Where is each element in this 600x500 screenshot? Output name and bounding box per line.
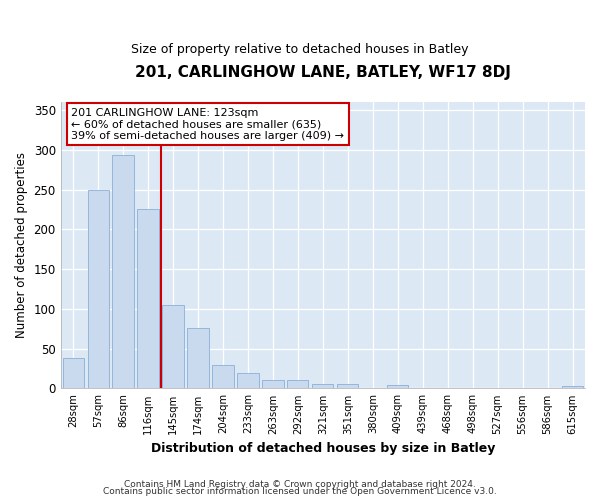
Title: 201, CARLINGHOW LANE, BATLEY, WF17 8DJ: 201, CARLINGHOW LANE, BATLEY, WF17 8DJ <box>135 65 511 80</box>
Bar <box>562 386 583 388</box>
Bar <box>337 384 358 388</box>
Bar <box>112 156 134 388</box>
X-axis label: Distribution of detached houses by size in Batley: Distribution of detached houses by size … <box>151 442 495 455</box>
Bar <box>238 374 259 388</box>
Bar <box>262 380 284 388</box>
Bar <box>137 208 158 388</box>
Text: Contains public sector information licensed under the Open Government Licence v3: Contains public sector information licen… <box>103 488 497 496</box>
Y-axis label: Number of detached properties: Number of detached properties <box>15 152 28 338</box>
Bar <box>212 366 233 388</box>
Bar <box>387 385 409 388</box>
Bar <box>62 358 84 388</box>
Bar <box>287 380 308 388</box>
Text: 201 CARLINGHOW LANE: 123sqm
← 60% of detached houses are smaller (635)
39% of se: 201 CARLINGHOW LANE: 123sqm ← 60% of det… <box>71 108 344 141</box>
Bar <box>163 305 184 388</box>
Bar <box>187 328 209 388</box>
Bar <box>88 190 109 388</box>
Bar <box>312 384 334 388</box>
Text: Contains HM Land Registry data © Crown copyright and database right 2024.: Contains HM Land Registry data © Crown c… <box>124 480 476 489</box>
Text: Size of property relative to detached houses in Batley: Size of property relative to detached ho… <box>131 42 469 56</box>
